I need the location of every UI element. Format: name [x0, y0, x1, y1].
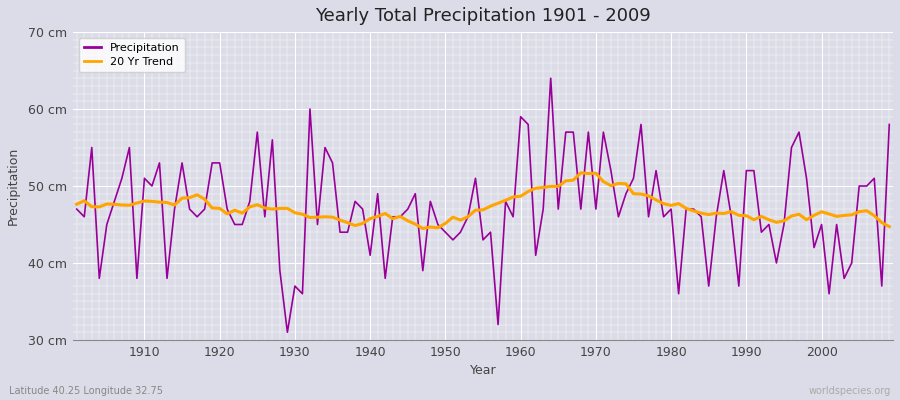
- 20 Yr Trend: [297, 212, 308, 217]
- Precipitation: [71, 207, 82, 212]
- Precipitation: [515, 114, 526, 119]
- 20 Yr Trend: [575, 170, 586, 175]
- 20 Yr Trend: [515, 194, 526, 199]
- Legend: Precipitation, 20 Yr Trend: Precipitation, 20 Yr Trend: [78, 38, 184, 72]
- Precipitation: [884, 122, 895, 127]
- Precipitation: [523, 122, 534, 127]
- 20 Yr Trend: [523, 189, 534, 194]
- Text: Latitude 40.25 Longitude 32.75: Latitude 40.25 Longitude 32.75: [9, 386, 163, 396]
- Line: 20 Yr Trend: 20 Yr Trend: [76, 173, 889, 228]
- Y-axis label: Precipitation: Precipitation: [7, 147, 20, 225]
- Title: Yearly Total Precipitation 1901 - 2009: Yearly Total Precipitation 1901 - 2009: [315, 7, 651, 25]
- Precipitation: [304, 107, 315, 112]
- Precipitation: [621, 191, 632, 196]
- Line: Precipitation: Precipitation: [76, 78, 889, 332]
- 20 Yr Trend: [621, 182, 632, 186]
- Precipitation: [545, 76, 556, 81]
- 20 Yr Trend: [71, 202, 82, 206]
- 20 Yr Trend: [884, 224, 895, 229]
- Text: worldspecies.org: worldspecies.org: [809, 386, 891, 396]
- 20 Yr Trend: [131, 201, 142, 206]
- X-axis label: Year: Year: [470, 364, 496, 377]
- Precipitation: [350, 199, 361, 204]
- Precipitation: [282, 330, 292, 335]
- 20 Yr Trend: [342, 220, 353, 225]
- Precipitation: [131, 276, 142, 281]
- 20 Yr Trend: [418, 226, 428, 231]
